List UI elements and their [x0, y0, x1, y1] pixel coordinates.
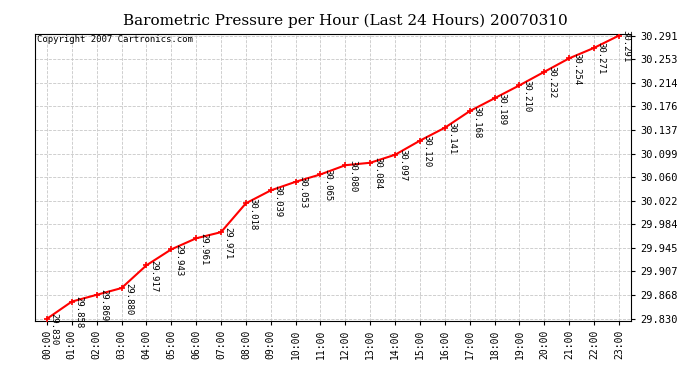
Text: 29.869: 29.869	[99, 289, 108, 321]
Text: 30.120: 30.120	[423, 135, 432, 167]
Text: 30.189: 30.189	[497, 93, 506, 125]
Text: 29.971: 29.971	[224, 226, 233, 259]
Text: 29.917: 29.917	[149, 260, 158, 292]
Text: 29.858: 29.858	[75, 296, 83, 328]
Text: 30.039: 30.039	[273, 185, 282, 217]
Text: 30.210: 30.210	[522, 80, 531, 112]
Text: Copyright 2007 Cartronics.com: Copyright 2007 Cartronics.com	[37, 35, 193, 44]
Text: Barometric Pressure per Hour (Last 24 Hours) 20070310: Barometric Pressure per Hour (Last 24 Ho…	[123, 13, 567, 27]
Text: 30.271: 30.271	[597, 42, 606, 75]
Text: 29.943: 29.943	[174, 244, 183, 276]
Text: 29.830: 29.830	[50, 313, 59, 345]
Text: 29.880: 29.880	[124, 282, 133, 315]
Text: 30.018: 30.018	[248, 198, 257, 230]
Text: 30.254: 30.254	[572, 53, 581, 85]
Text: 30.232: 30.232	[547, 66, 556, 99]
Text: 30.141: 30.141	[448, 122, 457, 154]
Text: 30.065: 30.065	[324, 169, 333, 201]
Text: 30.168: 30.168	[473, 106, 482, 138]
Text: 30.291: 30.291	[622, 30, 631, 62]
Text: 30.097: 30.097	[398, 149, 407, 182]
Text: 30.080: 30.080	[348, 160, 357, 192]
Text: 29.961: 29.961	[199, 233, 208, 265]
Text: 30.053: 30.053	[298, 176, 308, 209]
Text: 30.084: 30.084	[373, 157, 382, 189]
